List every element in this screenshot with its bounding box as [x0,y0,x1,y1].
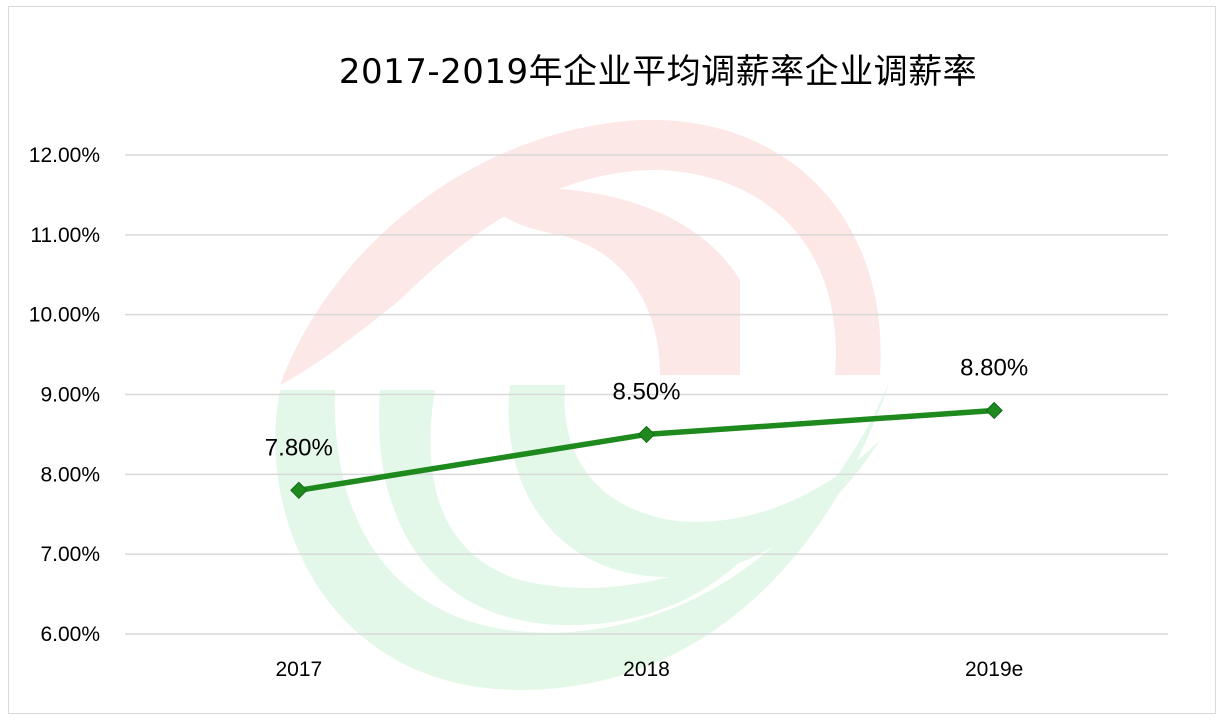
y-tick-label: 10.00% [29,304,100,327]
data-label: 7.80% [265,434,333,461]
data-label: 8.80% [960,354,1028,381]
y-tick-label: 11.00% [30,224,100,247]
y-axis-ticks: 6.00% 7.00% 8.00% 9.00% 10.00% 11.00% 12.00% [29,144,100,646]
data-label: 8.50% [612,378,680,405]
data-point-marker [985,401,1003,420]
y-tick-label: 12.00% [29,144,100,167]
x-tick-label: 2019e [965,658,1023,681]
x-tick-label: 2017 [275,658,322,681]
data-labels: 7.80% 8.50% 8.80% [265,354,1028,461]
data-point-marker [637,425,656,444]
y-tick-label: 6.00% [40,623,100,646]
chart-title: 2017-2019年企业平均调薪率企业调薪率 [338,52,978,92]
series-markers [290,401,1003,500]
y-tick-label: 9.00% [40,384,100,407]
y-tick-label: 7.00% [40,543,100,566]
gridlines [125,154,1168,635]
x-axis-ticks: 2017 2018 2019e [275,658,1023,681]
data-point-marker [290,481,308,500]
y-tick-label: 8.00% [40,463,100,486]
watermark-logo [275,119,890,690]
x-tick-label: 2018 [623,658,670,681]
